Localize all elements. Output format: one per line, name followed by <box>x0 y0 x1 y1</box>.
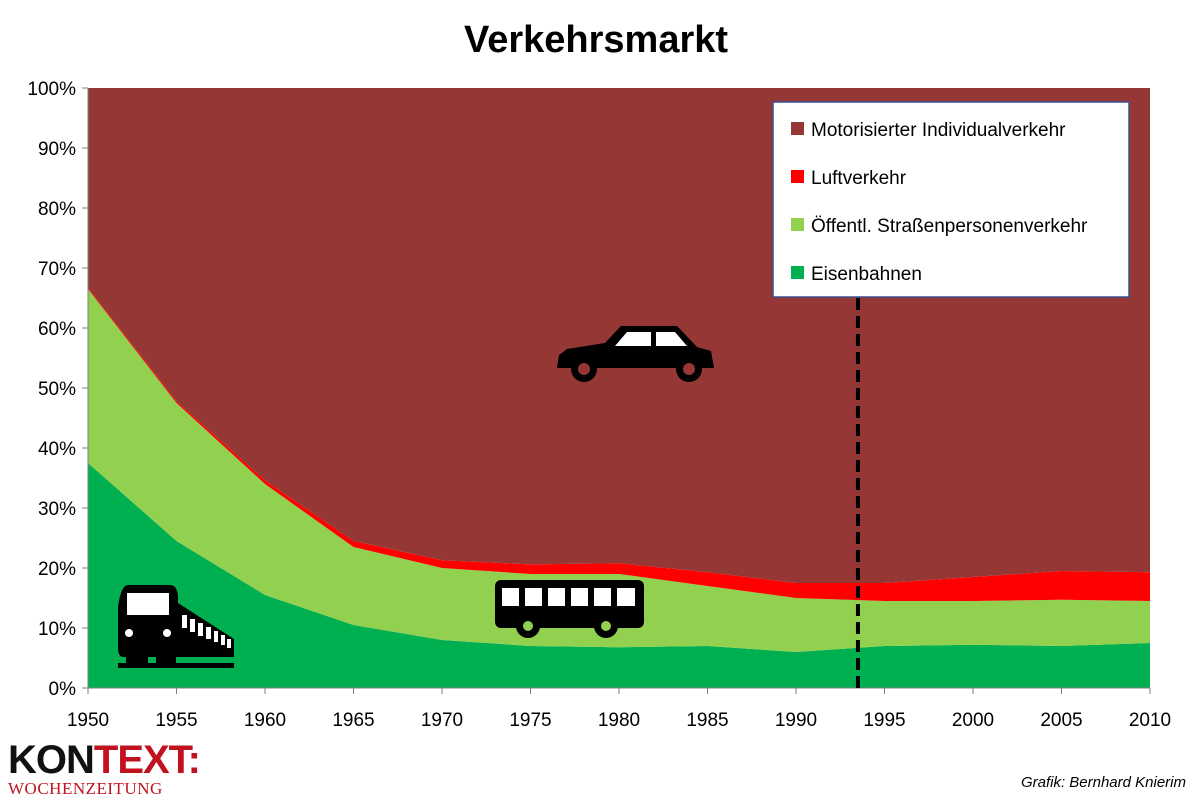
y-tick-label: 0% <box>49 679 77 700</box>
legend-swatch <box>791 122 804 135</box>
x-tick-label: 1995 <box>863 710 905 731</box>
x-tick-label: 1960 <box>244 710 286 731</box>
x-axis: 1950 1955 1960 1965 1970 1975 1980 1985 1990 1995… <box>67 687 1171 731</box>
legend-label: Eisenbahnen <box>811 264 922 285</box>
bus-icon <box>495 580 644 638</box>
train-icon <box>118 585 234 668</box>
area-series-0 <box>88 463 1150 688</box>
car-icon <box>557 326 714 382</box>
legend: Motorisierter Individualverkehr Luftverke… <box>772 101 1130 298</box>
x-tick-label: 1980 <box>598 710 640 731</box>
x-tick-label: 1965 <box>332 710 374 731</box>
y-tick-label: 40% <box>38 439 76 460</box>
legend-swatch <box>791 218 804 231</box>
legend-label: Motorisierter Individualverkehr <box>811 120 1066 141</box>
y-tick-label: 100% <box>27 79 76 100</box>
y-tick-label: 70% <box>38 259 76 280</box>
legend-swatch <box>791 266 804 279</box>
logo-part-1: KON <box>8 738 95 782</box>
legend-box <box>772 101 1130 298</box>
kontext-logo: KONTEXT: <box>8 738 201 782</box>
x-tick-label: 2005 <box>1040 710 1082 731</box>
logo-subtitle: WOCHENZEITUNG <box>8 779 163 798</box>
y-tick-label: 90% <box>38 139 76 160</box>
area-series-1 <box>88 289 1150 652</box>
x-tick-label: 1985 <box>686 710 728 731</box>
x-tick-label: 2000 <box>952 710 994 731</box>
legend-label: Luftverkehr <box>811 168 907 189</box>
logo-part-2: TEXT: <box>93 738 201 782</box>
legend-swatch <box>791 170 804 183</box>
y-axis: 0% 10% 20% 30% 40% 50% 60% 70% 80% 90% 100% <box>27 79 89 700</box>
y-tick-label: 10% <box>38 619 76 640</box>
y-tick-label: 50% <box>38 379 76 400</box>
x-tick-label: 1950 <box>67 710 109 731</box>
y-tick-label: 80% <box>38 199 76 220</box>
legend-label: Öffentl. Straßenpersonenverkehr <box>811 216 1088 237</box>
y-tick-label: 30% <box>38 499 76 520</box>
x-tick-label: 2010 <box>1129 710 1171 731</box>
x-tick-label: 1975 <box>509 710 551 731</box>
x-tick-label: 1955 <box>155 710 197 731</box>
x-tick-label: 1970 <box>421 710 463 731</box>
y-tick-label: 20% <box>38 559 76 580</box>
x-tick-label: 1990 <box>775 710 817 731</box>
graphic-credit: Grafik: Bernhard Knierim <box>1020 774 1186 791</box>
y-tick-label: 60% <box>38 319 76 340</box>
chart-title: Verkehrsmarkt <box>464 19 728 61</box>
